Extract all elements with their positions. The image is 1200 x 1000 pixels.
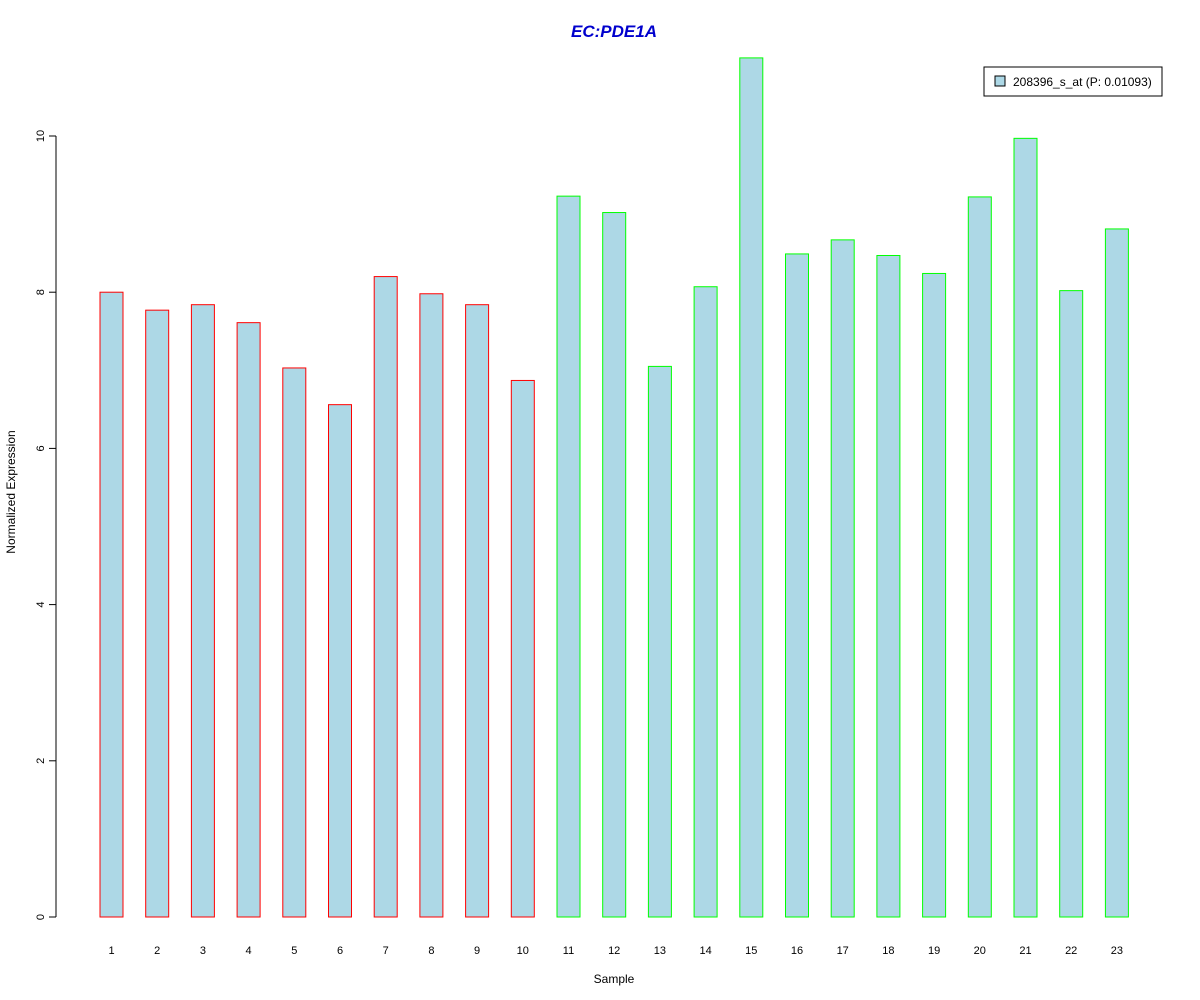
x-tick-label: 13 [654,945,666,957]
legend-swatch [994,75,1006,87]
bar [145,309,170,918]
bar [647,365,672,918]
x-axis-label: Sample [594,972,635,986]
x-tick-label: 15 [745,945,757,957]
bar [190,304,215,918]
x-tick-label: 18 [882,945,894,957]
legend: 208396_s_at (P: 0.01093) [983,66,1163,97]
bar [739,57,764,918]
x-tick-label: 23 [1111,945,1123,957]
bar [236,322,261,918]
y-axis: 0 2 4 6 8 10 [35,130,57,920]
bar [328,404,352,918]
bar [282,367,307,918]
bars [99,57,1129,918]
x-tick-label: 21 [1019,945,1031,957]
x-tick-label: 6 [337,945,343,957]
x-tick-label: 16 [791,945,803,957]
legend-box [983,66,1163,97]
bar [922,272,947,918]
bar [967,196,992,918]
x-tick-label: 10 [517,945,529,957]
y-tick-label: 2 [35,758,47,764]
bar [419,293,444,918]
bar [556,195,581,918]
bar [465,304,490,918]
x-tick-label: 14 [699,945,711,957]
x-tick-label: 22 [1065,945,1077,957]
y-tick-label: 8 [35,289,47,295]
x-tick-label: 1 [108,945,114,957]
x-tick-label: 3 [200,945,206,957]
bar [876,254,901,918]
y-axis-label: Normalized Expression [4,430,18,553]
y-tick-label: 6 [35,445,47,451]
x-tick-label: 5 [291,945,297,957]
x-tick-label: 17 [837,945,849,957]
x-tick-label: 9 [474,945,480,957]
x-tick-label: 2 [154,945,160,957]
legend-label: 208396_s_at (P: 0.01093) [1013,75,1152,89]
bar [1059,290,1084,918]
bar [510,379,535,918]
bar [602,212,627,918]
x-tick-label: 20 [974,945,986,957]
bar [785,253,809,918]
y-tick-label: 0 [35,914,47,920]
x-tick-label: 12 [608,945,620,957]
bar [1104,228,1129,918]
bar [693,286,718,918]
x-tick-label: 8 [428,945,434,957]
x-tick-label: 19 [928,945,940,957]
bar [1013,137,1038,918]
y-tick-label: 10 [35,130,47,142]
bar [373,276,398,918]
x-tick-label: 11 [563,945,574,957]
y-tick-label: 4 [35,602,47,608]
bar [830,239,855,918]
x-tick-label: 7 [383,945,389,957]
x-tick-labels: 1 2 3 4 5 6 7 8 9 10 11 12 13 14 15 16 17 18 19 20 21 22 23 [108,945,1123,957]
chart-title: EC:PDE1A [571,22,657,41]
x-tick-label: 4 [246,945,252,957]
bar [99,291,124,918]
